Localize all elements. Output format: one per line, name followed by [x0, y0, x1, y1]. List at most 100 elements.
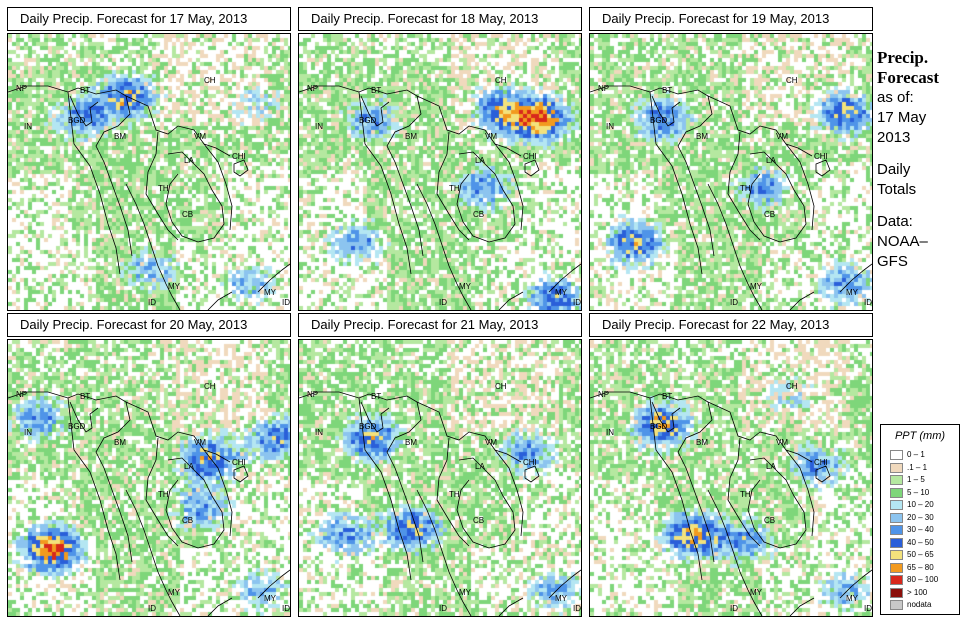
legend-label: 40 – 50 — [907, 537, 934, 547]
legend-swatch — [890, 512, 903, 523]
country-label: LA — [475, 156, 485, 165]
country-label: MY — [846, 594, 858, 603]
country-label: TH — [740, 184, 751, 193]
legend-swatch — [890, 562, 903, 573]
border-line — [651, 401, 681, 433]
country-label: BM — [114, 438, 126, 447]
legend-swatch — [890, 600, 903, 610]
country-label: MY — [264, 594, 276, 603]
border-line — [358, 91, 412, 275]
country-label: MY — [459, 282, 471, 291]
forecast-panel-19-may: Daily Precip. Forecast for 19 May, 2013 … — [589, 7, 875, 311]
precip-map: NP BT IN BGD CH BM VM LA CHI TH CB MY ID MY ID — [298, 339, 582, 617]
border-line — [815, 465, 831, 483]
precip-raster — [590, 340, 872, 616]
border-line — [494, 449, 524, 537]
legend-item: .1 – 1 — [890, 462, 958, 473]
border-line — [416, 401, 522, 463]
legend-item: 50 – 65 — [890, 549, 958, 560]
country-label: LA — [766, 156, 776, 165]
border-line — [456, 457, 516, 549]
border-line — [649, 91, 703, 275]
border-line — [436, 131, 470, 241]
country-borders — [299, 85, 581, 310]
legend-label: 5 – 10 — [907, 487, 930, 497]
border-line — [789, 597, 815, 616]
border-line — [524, 465, 540, 483]
border-line — [649, 397, 703, 581]
country-label: ID — [282, 604, 290, 613]
country-label: CH — [495, 382, 507, 391]
country-label: MY — [846, 288, 858, 297]
legend-item: 10 – 20 — [890, 499, 958, 510]
border-line — [747, 151, 807, 243]
country-label: BGD — [650, 116, 668, 125]
border-line — [548, 569, 581, 599]
border-line — [498, 597, 524, 616]
border-line — [360, 95, 390, 127]
legend-label: 0 – 1 — [907, 450, 925, 459]
legend-label: 50 – 65 — [907, 550, 934, 559]
panel-title: Daily Precip. Forecast for 20 May, 2013 — [7, 313, 291, 337]
country-label: CB — [182, 516, 194, 525]
country-label: ID — [148, 298, 156, 307]
border-line — [436, 437, 470, 547]
country-label: IN — [24, 428, 32, 437]
border-line — [590, 85, 715, 257]
country-label: ID — [730, 298, 738, 307]
legend-swatch — [890, 475, 903, 485]
legend-label: .1 – 1 — [907, 462, 928, 472]
border-line — [839, 263, 872, 293]
precip-map: NP BT IN BGD CH BM VM LA CHI TH CB MY ID MY ID — [589, 33, 873, 311]
precip-map: NP BT IN BGD CH BM VM LA CHI TH CB MY ID MY ID — [589, 339, 873, 617]
country-label: TH — [449, 490, 460, 499]
border-line — [785, 449, 815, 537]
country-label: VM — [776, 132, 788, 141]
legend-item: 65 – 80 — [890, 562, 958, 573]
country-label: ID — [148, 604, 156, 613]
border-line — [125, 183, 181, 310]
caption-date-1: 17 May — [877, 109, 927, 126]
legend-swatch — [890, 462, 903, 473]
border-line — [8, 391, 133, 563]
border-line — [707, 489, 763, 616]
legend-swatch — [890, 575, 903, 585]
legend-label: 20 – 30 — [907, 512, 934, 522]
panel-title: Daily Precip. Forecast for 22 May, 2013 — [589, 313, 873, 337]
precip-map: NP BT IN BGD CH BM VM LA CHI TH CB MY ID MY ID — [7, 339, 291, 617]
border-line — [203, 143, 233, 231]
legend-swatch — [890, 587, 903, 598]
country-label: ID — [864, 298, 872, 307]
border-line — [69, 401, 99, 433]
country-label: LA — [184, 156, 194, 165]
border-line — [257, 569, 290, 599]
legend-item: > 100 — [890, 587, 958, 598]
panel-title: Daily Precip. Forecast for 18 May, 2013 — [298, 7, 582, 31]
legend-item: 30 – 40 — [890, 524, 958, 535]
border-line — [785, 143, 815, 231]
precip-map: NP BT IN BGD CH BM VM LA CHI TH CB MY ID MY ID — [7, 33, 291, 311]
border-line — [789, 291, 815, 310]
country-label: CH — [786, 382, 798, 391]
panel-title: Daily Precip. Forecast for 19 May, 2013 — [589, 7, 873, 31]
caption-heading-1: Precip. — [877, 48, 929, 67]
country-label: BT — [662, 392, 673, 401]
legend-title: PPT (mm) — [894, 430, 946, 442]
precip-legend: PPT (mm) 0 – 1 .1 – 1 1 – 5 5 – 10 10 – 20 20… — [880, 424, 960, 615]
country-label: TH — [449, 184, 460, 193]
country-label: ID — [282, 298, 290, 307]
border-line — [8, 85, 133, 257]
country-label: CB — [473, 516, 485, 525]
country-label: IN — [24, 122, 32, 131]
legend-item: 40 – 50 — [890, 537, 958, 548]
country-label: NP — [598, 390, 610, 399]
country-label: MY — [459, 588, 471, 597]
legend-swatch — [890, 450, 903, 460]
country-label: BT — [80, 392, 91, 401]
border-line — [815, 159, 831, 177]
precip-map: NP BT IN BGD CH BM VM LA CHI TH CB MY ID MY ID — [298, 33, 582, 311]
border-line — [299, 85, 424, 257]
country-label: CH — [495, 76, 507, 85]
country-label: BT — [662, 86, 673, 95]
border-line — [145, 437, 179, 547]
